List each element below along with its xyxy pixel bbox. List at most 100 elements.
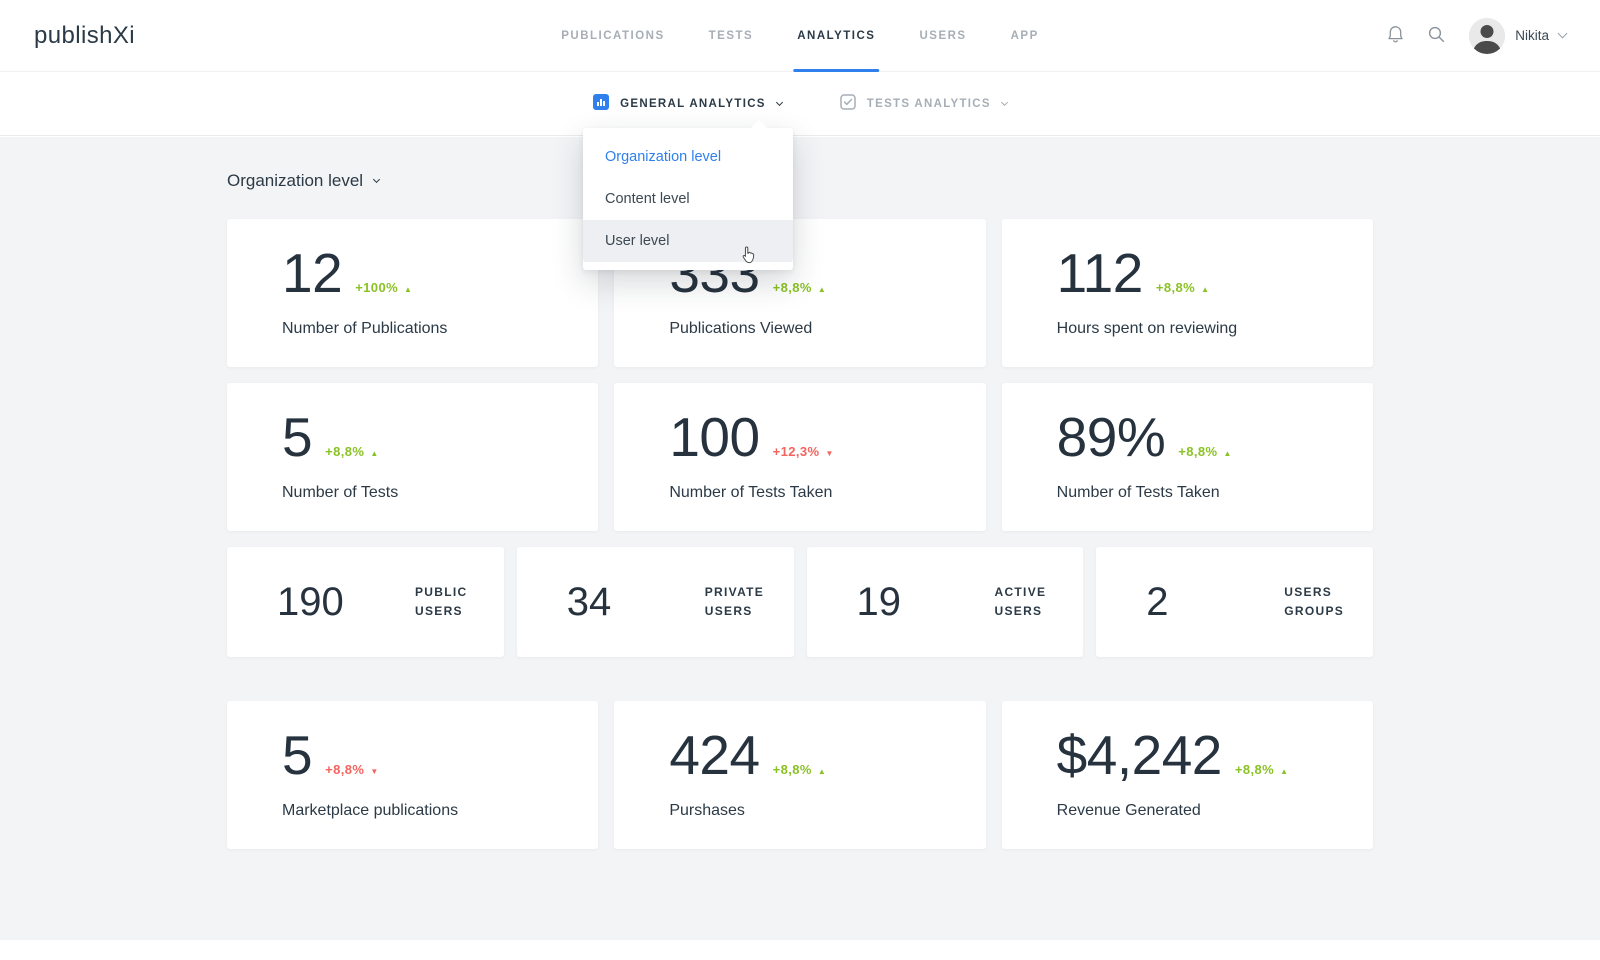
avatar [1469,17,1506,54]
tab-tests-analytics-label: TESTS ANALYTICS [866,97,991,110]
level-selector[interactable]: Organization level [227,171,381,191]
nav-item-analytics[interactable]: ANALYTICS [793,0,880,72]
stat-card-tests-taken-percent: 89% +8,8% ▲ Number of Tests Taken [1001,383,1373,531]
hand-cursor-icon [741,245,756,269]
stat-top: 5 +8,8% ▲ [282,407,578,468]
trend-arrow-icon: ▲ [404,285,413,294]
counter-label: USERS GROUPS [1284,584,1345,618]
stat-top: 112 +8,8% ▲ [1057,243,1353,304]
stat-label: Marketplace publications [282,801,459,819]
stat-value: 100 [669,406,760,468]
stat-card-purchases: 424 +8,8% ▲ Purshases [614,701,986,849]
stat-top: 100 +12,3% ▼ [669,407,965,468]
stat-card-number-of-publications: 12 +100% ▲ Number of Publications [227,219,599,367]
stat-delta: +8,8% ▲ [325,444,379,459]
counter-value: 19 [856,579,902,624]
stat-delta-text: +8,8% [1155,280,1196,295]
tab-general-analytics-label: GENERAL ANALYTICS [620,97,766,110]
stats-row-2: 5 +8,8% ▲ Number of Tests 100 +12,3% ▼ [227,383,1373,531]
search-button[interactable] [1428,26,1445,46]
header-right: Nikita [1387,17,1568,54]
stat-label: Number of Publications [282,319,448,337]
trend-arrow-icon: ▲ [1223,449,1232,458]
counter-label: PUBLIC USERS [415,584,468,618]
stat-top: 424 +8,8% ▲ [669,725,965,786]
chevron-down-icon [1000,98,1008,107]
stat-card-hours-spent-reviewing: 112 +8,8% ▲ Hours spent on reviewing [1001,219,1373,367]
trend-arrow-icon: ▼ [825,449,834,458]
nav-item-app[interactable]: APP [1010,29,1039,42]
search-icon [1428,26,1445,46]
level-selector-label: Organization level [227,171,364,190]
stats-row-1: 12 +100% ▲ Number of Publications 333 +8… [227,219,1373,367]
user-menu[interactable]: Nikita [1469,17,1568,54]
nav-item-publications[interactable]: PUBLICATIONS [561,29,665,42]
stat-delta: +8,8% ▲ [773,762,827,777]
stat-label: Publications Viewed [669,319,813,337]
trend-arrow-icon: ▼ [370,767,379,776]
stat-delta: +8,8% ▲ [1235,762,1289,777]
stat-delta-text: +8,8% [325,444,365,459]
stat-delta-text: +8,8% [325,762,365,777]
main-content: Organization level 12 +100% ▲ Number of … [0,137,1600,940]
stat-card-number-of-tests: 5 +8,8% ▲ Number of Tests [227,383,599,531]
top-header: publishXi PUBLICATIONS TESTS ANALYTICS U… [0,0,1600,72]
counter-card-active-users: 19 ACTIVE USERS [806,547,1084,657]
user-counters-row: 190 PUBLIC USERS 34 PRIVATE USERS 19 ACT… [227,547,1373,657]
stat-value: 5 [282,406,313,468]
counter-label: PRIVATE USERS [704,584,765,618]
stat-top: 89% +8,8% ▲ [1057,407,1353,468]
stat-label: Number of Tests [282,483,399,501]
stat-value: 112 [1056,242,1144,304]
stat-label: Number of Tests Taken [669,483,833,501]
dropdown-item-organization-level[interactable]: Organization level [605,149,722,165]
trend-arrow-icon: ▲ [817,767,827,776]
stat-value: $4,242 [1056,724,1223,786]
stat-delta: +8,8% ▲ [1178,444,1232,459]
counter-card-private-users: 34 PRIVATE USERS [516,547,794,657]
stat-value: 89% [1056,406,1166,468]
dropdown-item-content-level[interactable]: Content level [605,191,690,207]
chevron-down-icon [373,175,381,184]
tab-tests-analytics[interactable]: TESTS ANALYTICS [840,94,1008,113]
counter-value: 2 [1146,579,1169,624]
stat-delta-text: +12,3% [772,444,820,459]
stat-value: 5 [282,724,313,786]
stat-value: 12 [282,242,343,304]
stat-delta: +8,8% ▼ [325,762,379,777]
counter-card-users-groups: 2 USERS GROUPS [1096,547,1373,657]
stats-row-3: 5 +8,8% ▼ Marketplace publications 424 +… [227,701,1373,849]
stat-delta-text: +8,8% [772,280,812,295]
stat-card-revenue-generated: $4,242 +8,8% ▲ Revenue Generated [1001,701,1373,849]
trend-arrow-icon: ▲ [817,285,827,294]
nav-item-tests[interactable]: TESTS [708,29,754,42]
stat-delta-text: +8,8% [772,762,812,777]
stat-top: 5 +8,8% ▼ [282,725,578,786]
trend-arrow-icon: ▲ [370,449,379,458]
stat-delta-text: +8,8% [1234,762,1275,777]
logo[interactable]: publishXi [34,21,135,49]
dropdown-item-user-level[interactable]: User level [583,220,793,262]
stat-card-tests-taken: 100 +12,3% ▼ Number of Tests Taken [614,383,986,531]
footer-strip [0,940,1600,960]
notifications-button[interactable] [1387,25,1404,47]
bar-chart-icon [593,94,610,113]
stat-delta-text: +100% [355,280,399,295]
stat-top: 12 +100% ▲ [282,243,578,304]
stat-label: Revenue Generated [1056,801,1201,819]
counter-label: ACTIVE USERS [994,584,1047,618]
content-container: Organization level 12 +100% ▲ Number of … [227,137,1373,849]
bell-icon [1387,25,1404,47]
nav-item-users[interactable]: USERS [919,29,967,42]
stat-value: 424 [669,724,760,786]
analytics-level-dropdown: Organization level Content level User le… [583,120,793,270]
stat-delta: +8,8% ▲ [1156,280,1210,295]
stat-label: Hours spent on reviewing [1056,319,1238,337]
stat-top: $4,242 +8,8% ▲ [1057,725,1353,786]
stat-delta: +12,3% ▼ [773,444,834,459]
tab-general-analytics[interactable]: GENERAL ANALYTICS [593,94,783,113]
analytics-subnav: GENERAL ANALYTICS TESTS ANALYTICS [0,72,1600,136]
main-nav: PUBLICATIONS TESTS ANALYTICS USERS APP [561,0,1039,72]
stat-delta: +100% ▲ [355,280,412,295]
